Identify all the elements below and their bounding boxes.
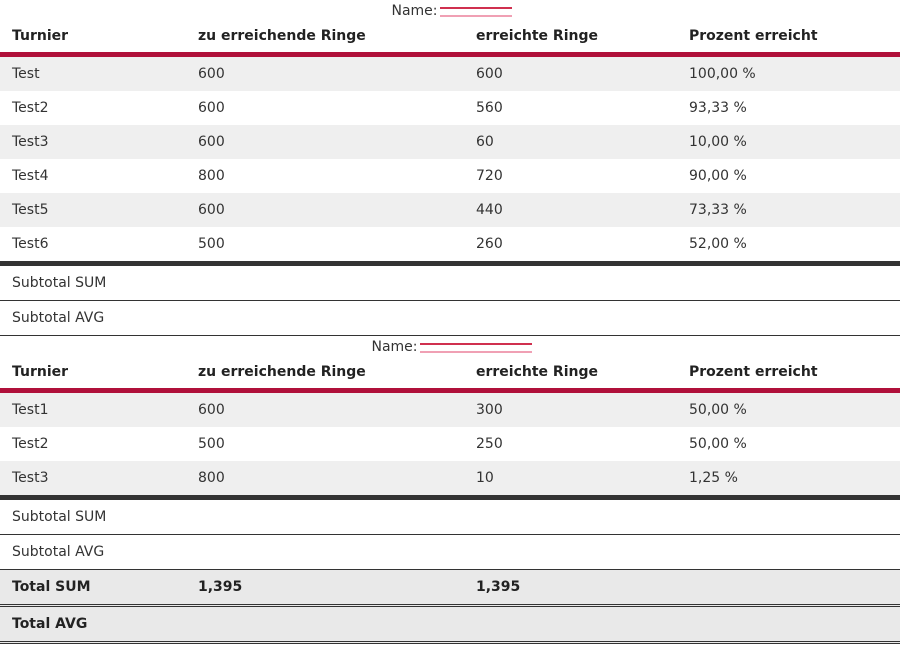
cell-turnier: Test5 [0,193,186,227]
subtotal-sum-row: Subtotal SUM [0,497,900,535]
cell-percent: 10,00 % [677,125,900,159]
total-avg-row: Total AVG [0,605,900,644]
total-avg-target [186,605,464,644]
cell-percent: 73,33 % [677,193,900,227]
total-sum-achieved: 1,395 [464,569,677,607]
cell-achieved: 250 [476,436,503,452]
subtotal-avg-label: Subtotal AVG [0,300,900,336]
cell-percent: 100,00 % [677,54,900,91]
cell-target: 500 [198,436,225,452]
cell-percent: 93,33 % [689,100,747,116]
cell-target: 600 [186,54,464,91]
subtotal-sum-label: Subtotal SUM [0,263,900,301]
total-sum-label: Total SUM [0,569,186,607]
subtotal-sum-label: Subtotal SUM [0,497,900,535]
table-row: Test3 600 60 10,00 % [0,125,900,159]
cell-achieved: 720 [476,168,503,184]
group-name-line: Name: [0,336,903,356]
cell-target: 800 [186,461,464,500]
cell-target: 600 [186,193,464,227]
redacted-name [439,7,512,17]
cell-turnier: Test [0,54,186,91]
table-header-row: Turnier zu erreichende Ringe erreichte R… [0,356,900,393]
total-sum-percent [677,569,900,607]
table-row: Test1 600 300 50,00 % [0,390,900,427]
cell-achieved: 600 [464,54,677,91]
name-label: Name: [391,3,438,19]
cell-target: 600 [198,100,225,116]
results-table-group-1: Turnier zu erreichende Ringe erreichte R… [0,20,900,336]
header-percent[interactable]: Prozent erreicht [677,20,900,57]
results-table-group-2: Turnier zu erreichende Ringe erreichte R… [0,356,900,644]
cell-percent: 90,00 % [689,168,747,184]
group-name-line: Name: [0,0,903,20]
cell-turnier: Test4 [12,168,49,184]
total-avg-achieved [464,605,677,644]
cell-achieved: 60 [464,125,677,159]
cell-achieved: 300 [464,390,677,427]
header-achieved-rings[interactable]: erreichte Ringe [464,356,677,393]
table-row: Test4 800 720 90,00 % [0,159,900,193]
cell-percent: 52,00 % [677,227,900,266]
cell-achieved: 440 [464,193,677,227]
table-row: Test5 600 440 73,33 % [0,193,900,227]
cell-percent: 50,00 % [677,390,900,427]
header-turnier[interactable]: Turnier [0,20,186,57]
cell-target: 600 [186,125,464,159]
table-header-row: Turnier zu erreichende Ringe erreichte R… [0,20,900,57]
cell-achieved: 560 [476,100,503,116]
table-row: Test3 800 10 1,25 % [0,461,900,500]
total-sum-target: 1,395 [186,569,464,607]
subtotal-avg-label: Subtotal AVG [0,534,900,570]
header-turnier[interactable]: Turnier [0,356,186,393]
cell-achieved: 260 [464,227,677,266]
cell-target: 500 [186,227,464,266]
cell-turnier: Test3 [0,125,186,159]
total-sum-row: Total SUM 1,395 1,395 [0,569,900,607]
header-percent[interactable]: Prozent erreicht [677,356,900,393]
table-row: Test2 600 560 93,33 % [0,91,900,125]
header-achieved-rings[interactable]: erreichte Ringe [464,20,677,57]
cell-turnier: Test3 [0,461,186,500]
redacted-name [419,343,532,353]
cell-achieved: 10 [464,461,677,500]
cell-percent: 50,00 % [689,436,747,452]
cell-percent: 1,25 % [677,461,900,500]
subtotal-avg-row: Subtotal AVG [0,534,900,570]
header-target-rings[interactable]: zu erreichende Ringe [186,20,464,57]
cell-turnier: Test6 [0,227,186,266]
subtotal-avg-row: Subtotal AVG [0,300,900,336]
header-target-rings[interactable]: zu erreichende Ringe [186,356,464,393]
cell-turnier: Test1 [0,390,186,427]
subtotal-sum-row: Subtotal SUM [0,263,900,301]
cell-turnier: Test2 [12,100,49,116]
table-row: Test6 500 260 52,00 % [0,227,900,266]
total-avg-label: Total AVG [0,605,186,644]
cell-target: 800 [198,168,225,184]
cell-target: 600 [186,390,464,427]
table-row: Test2 500 250 50,00 % [0,427,900,461]
cell-turnier: Test2 [12,436,49,452]
name-label: Name: [371,339,418,355]
table-row: Test 600 600 100,00 % [0,54,900,91]
total-avg-percent [677,605,900,644]
